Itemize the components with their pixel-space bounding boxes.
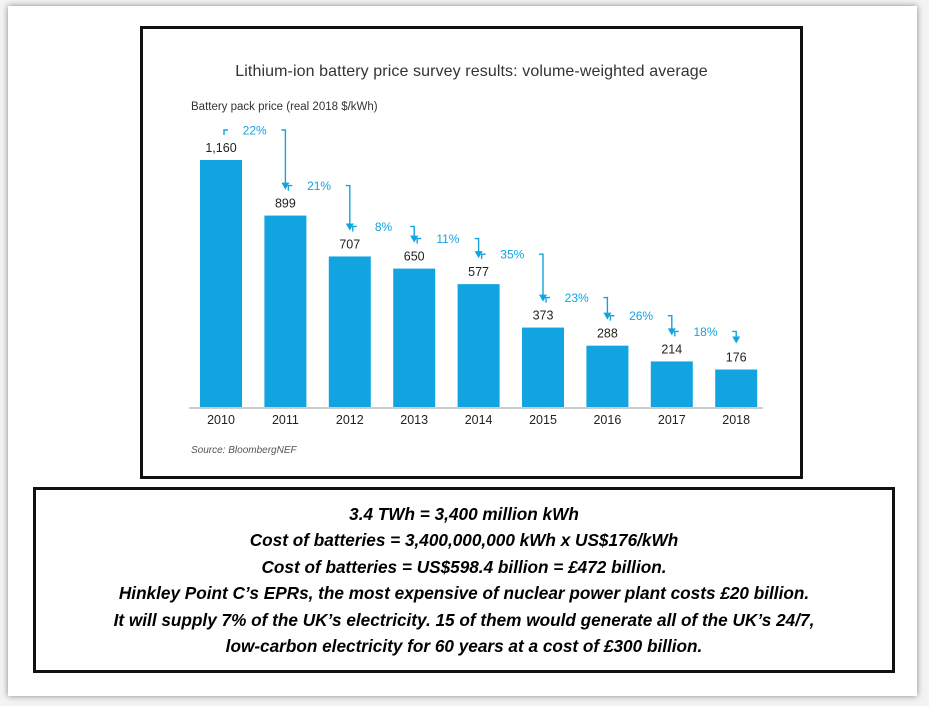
- slide: Lithium-ion battery price survey results…: [8, 6, 917, 696]
- change-label-6: 23%: [565, 291, 589, 305]
- x-tick-label-2014: 2014: [465, 413, 493, 427]
- change-arrow-line-1: [223, 129, 287, 184]
- change-arrowhead-5: [539, 294, 547, 302]
- change-arrow-line-4: [416, 237, 480, 253]
- value-label-2010: 1,160: [205, 141, 236, 155]
- change-arrowhead-2: [345, 223, 354, 231]
- x-tick-label-2016: 2016: [593, 413, 621, 427]
- change-arrowhead-7: [667, 328, 676, 336]
- change-annotation-4: 11%: [416, 232, 483, 259]
- text-line-5: It will supply 7% of the UK’s electricit…: [113, 609, 815, 630]
- change-label-4: 11%: [436, 232, 459, 246]
- change-annotation-2: 21%: [287, 179, 354, 231]
- change-annotation-1: 22%: [223, 124, 290, 190]
- value-label-2018: 176: [726, 351, 747, 365]
- change-arrow-line-2: [287, 184, 351, 225]
- bar-2012: [328, 256, 371, 407]
- bar-2014: [457, 284, 500, 407]
- value-label-2013: 650: [404, 250, 425, 264]
- x-tick-label-2010: 2010: [207, 413, 235, 427]
- value-label-2014: 577: [468, 265, 489, 279]
- bar-2010: [200, 160, 242, 407]
- change-arrow-line-7: [609, 314, 673, 330]
- change-label-1: 22%: [243, 124, 267, 138]
- change-arrowhead-4: [474, 251, 483, 259]
- change-arrowhead-1: [281, 182, 290, 190]
- chart-panel: Lithium-ion battery price survey results…: [140, 26, 803, 479]
- calculation-text-box: 3.4 TWh = 3,400 million kWh Cost of batt…: [33, 487, 895, 673]
- change-arrowhead-6: [603, 312, 612, 320]
- bar-2013: [393, 268, 436, 407]
- change-arrow-line-5: [480, 253, 544, 296]
- text-line-3: Cost of batteries = US$598.4 billion = £…: [261, 556, 667, 577]
- x-tick-label-2015: 2015: [529, 413, 557, 427]
- bar-2018: [715, 369, 758, 407]
- x-tick-label-2011: 2011: [272, 413, 299, 427]
- change-label-3: 8%: [375, 220, 393, 234]
- bar-2015: [522, 327, 564, 407]
- bar-2011: [264, 215, 307, 407]
- x-tick-label-2012: 2012: [336, 413, 364, 427]
- value-label-2012: 707: [339, 237, 360, 251]
- value-label-2015: 373: [533, 309, 554, 323]
- value-label-2011: 899: [275, 197, 296, 211]
- y-axis-label: Battery pack price (real 2018 $/kWh): [191, 101, 378, 113]
- change-annotation-8: 18%: [674, 325, 741, 344]
- change-annotation-3: 8%: [352, 220, 419, 243]
- change-arrowhead-3: [410, 235, 419, 243]
- bar-chart: 1,160 2010 899 2011 707 2012 650 2013 577 2014 373…: [189, 124, 763, 427]
- change-label-2: 21%: [307, 179, 331, 193]
- change-label-5: 35%: [500, 248, 524, 262]
- text-line-6: low-carbon electricity for 60 years at a…: [225, 636, 703, 656]
- change-arrowhead-8: [732, 336, 741, 344]
- change-label-7: 26%: [629, 309, 653, 323]
- change-annotation-6: 23%: [545, 291, 612, 320]
- chart-title: Lithium-ion battery price survey results…: [235, 63, 708, 80]
- x-tick-label-2013: 2013: [400, 413, 428, 427]
- change-annotation-5: 35%: [480, 248, 547, 302]
- text-line-1: 3.4 TWh = 3,400 million kWh: [349, 503, 579, 524]
- bar-2017: [650, 361, 693, 407]
- value-label-2017: 214: [661, 342, 682, 356]
- bar-2016: [586, 345, 629, 407]
- change-annotation-7: 26%: [609, 309, 676, 336]
- value-label-2016: 288: [597, 327, 618, 341]
- chart-source: Source: BloombergNEF: [191, 445, 297, 456]
- change-label-8: 18%: [693, 325, 717, 339]
- change-arrow-line-6: [545, 296, 609, 314]
- change-arrow-line-3: [352, 225, 415, 237]
- change-arrow-line-8: [674, 330, 737, 338]
- text-line-2: Cost of batteries = 3,400,000,000 kWh x …: [249, 530, 679, 550]
- x-tick-label-2017: 2017: [658, 413, 686, 427]
- x-tick-label-2018: 2018: [722, 413, 750, 427]
- text-line-4: Hinkley Point C’s EPRs, the most expensi…: [118, 583, 810, 603]
